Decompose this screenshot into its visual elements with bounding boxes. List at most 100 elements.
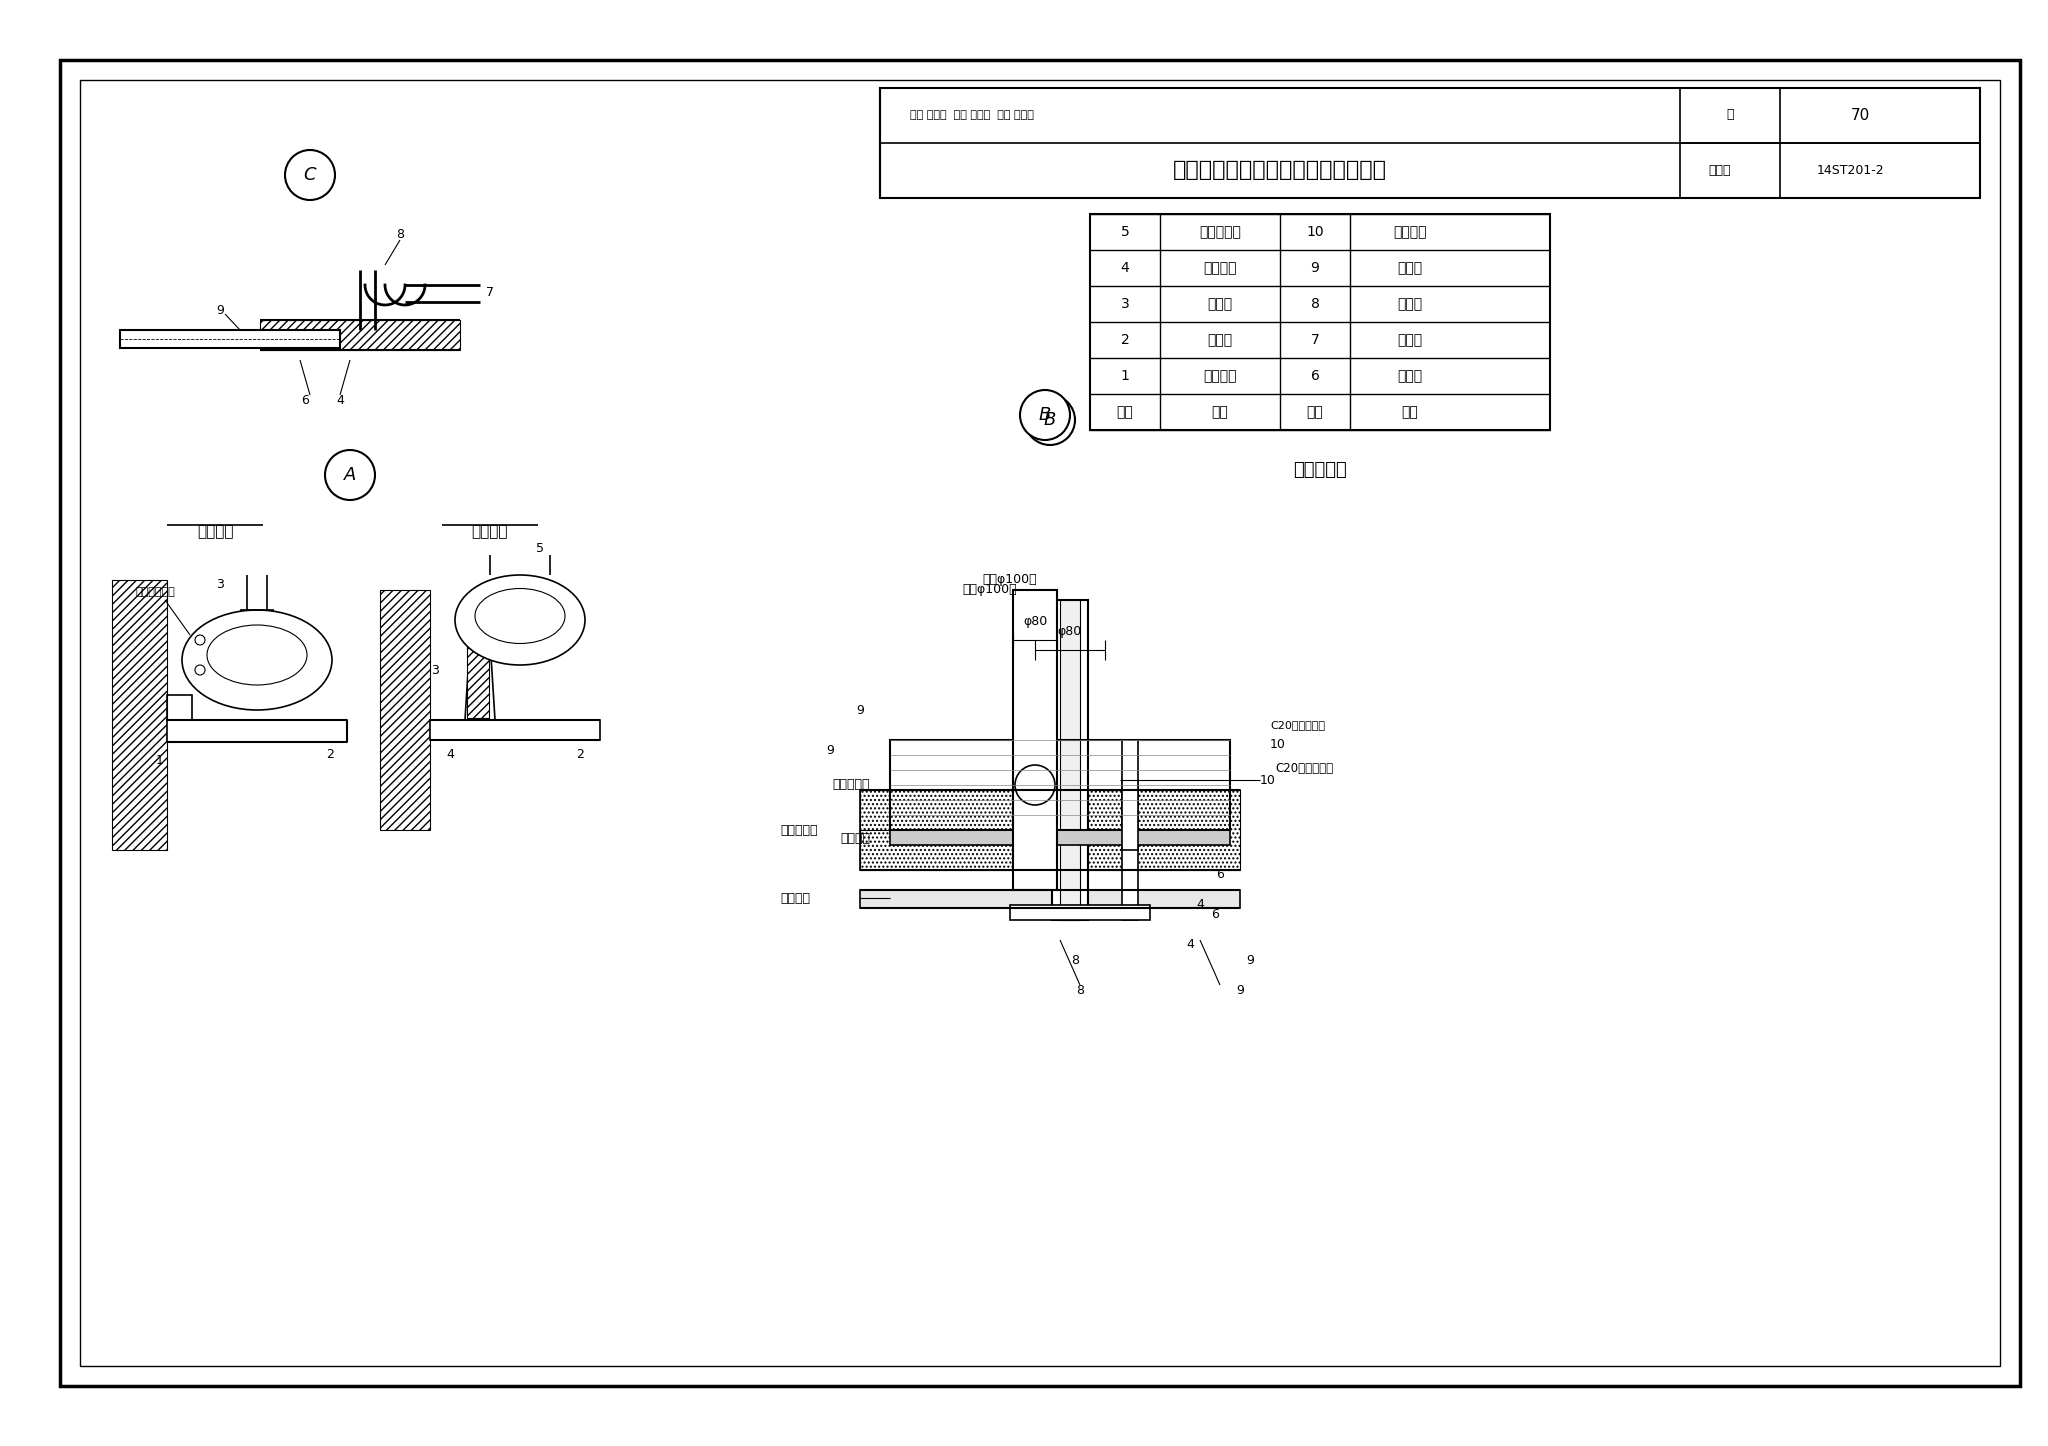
Text: 70: 70 xyxy=(1851,107,1870,123)
Text: 审核 郭俊丽  校对 杨树儒  设计 刘晓川: 审核 郭俊丽 校对 杨树儒 设计 刘晓川 xyxy=(909,110,1034,120)
Text: 安装支架: 安装支架 xyxy=(1204,369,1237,383)
Bar xyxy=(121,330,340,348)
Text: 4: 4 xyxy=(336,393,344,406)
Bar xyxy=(860,790,1239,870)
Text: 4: 4 xyxy=(1196,898,1204,911)
Bar xyxy=(430,720,600,740)
Text: 3: 3 xyxy=(215,578,223,591)
Text: 7: 7 xyxy=(485,285,494,298)
Text: φ80: φ80 xyxy=(1022,616,1047,629)
Text: 6: 6 xyxy=(1311,369,1319,383)
Bar xyxy=(80,80,2001,1366)
Text: B: B xyxy=(1038,406,1051,424)
Text: φ80: φ80 xyxy=(1059,626,1081,639)
Circle shape xyxy=(1024,395,1075,445)
Text: 4: 4 xyxy=(446,749,455,762)
Circle shape xyxy=(1020,390,1069,440)
Ellipse shape xyxy=(182,610,332,710)
Text: 排水管: 排水管 xyxy=(1397,260,1423,275)
Text: 6: 6 xyxy=(1210,908,1219,921)
Circle shape xyxy=(326,450,375,500)
Text: 混凝土楼板: 混凝土楼板 xyxy=(780,824,817,836)
Text: 预留φ100洞: 预留φ100洞 xyxy=(963,584,1018,597)
Text: 支架安装: 支架安装 xyxy=(197,525,233,539)
Bar xyxy=(860,790,1239,870)
Bar xyxy=(168,720,346,742)
Text: 名称: 名称 xyxy=(1212,405,1229,419)
Circle shape xyxy=(195,635,205,645)
Text: A: A xyxy=(344,466,356,484)
Text: C20细石混凝土: C20细石混凝土 xyxy=(1276,762,1333,775)
Bar xyxy=(1014,590,1057,889)
Bar xyxy=(860,889,1239,908)
Bar xyxy=(1053,600,1087,920)
Text: 4: 4 xyxy=(1186,938,1194,951)
Text: 吊挂安装: 吊挂安装 xyxy=(471,525,508,539)
Text: 6: 6 xyxy=(1217,869,1225,882)
Circle shape xyxy=(1016,765,1055,805)
Text: 图集号: 图集号 xyxy=(1708,163,1731,176)
Text: 9: 9 xyxy=(215,304,223,317)
Text: 9: 9 xyxy=(1311,260,1319,275)
Text: 名称: 名称 xyxy=(1401,405,1419,419)
Text: 2: 2 xyxy=(575,749,584,762)
Text: 台面板: 台面板 xyxy=(1208,333,1233,347)
Bar xyxy=(891,830,1231,844)
Text: 9: 9 xyxy=(1237,983,1243,996)
Text: 防霉硅胶: 防霉硅胶 xyxy=(1204,260,1237,275)
Text: 7: 7 xyxy=(1311,333,1319,347)
Text: 1: 1 xyxy=(1120,369,1128,383)
Text: C: C xyxy=(303,166,315,184)
Text: 装饰盖: 装饰盖 xyxy=(1397,296,1423,311)
Text: 3: 3 xyxy=(1120,296,1128,311)
Text: 完成地面: 完成地面 xyxy=(780,892,811,905)
Text: 14ST201-2: 14ST201-2 xyxy=(1817,163,1884,176)
Text: 止水翼环: 止水翼环 xyxy=(1393,226,1427,239)
Text: 3: 3 xyxy=(430,664,438,677)
Ellipse shape xyxy=(207,625,307,685)
Text: 名称对照表: 名称对照表 xyxy=(1292,461,1348,479)
Text: 台下盆: 台下盆 xyxy=(1208,296,1233,311)
Text: B: B xyxy=(1044,411,1057,429)
Bar xyxy=(381,590,430,830)
Text: 支持五金件: 支持五金件 xyxy=(1198,226,1241,239)
Text: 10: 10 xyxy=(1307,226,1323,239)
Text: 8: 8 xyxy=(395,228,403,241)
Polygon shape xyxy=(465,641,496,720)
Text: 9: 9 xyxy=(825,743,834,756)
Text: 编号: 编号 xyxy=(1116,405,1133,419)
Text: 4: 4 xyxy=(1120,260,1128,275)
Text: 页: 页 xyxy=(1726,108,1735,121)
Bar xyxy=(881,88,1980,198)
Text: 8: 8 xyxy=(1311,296,1319,311)
Text: 生料带: 生料带 xyxy=(1397,369,1423,383)
Bar xyxy=(1122,779,1139,920)
Circle shape xyxy=(195,665,205,675)
Text: 8: 8 xyxy=(1071,953,1079,966)
Text: 1: 1 xyxy=(156,753,164,766)
Text: 螺旋调节螺栓: 螺旋调节螺栓 xyxy=(135,587,174,597)
Ellipse shape xyxy=(455,576,586,665)
Bar xyxy=(467,642,489,719)
Bar xyxy=(168,696,193,720)
Text: 完成地面: 完成地面 xyxy=(840,831,870,844)
Text: 编号: 编号 xyxy=(1307,405,1323,419)
Text: 9: 9 xyxy=(856,704,864,717)
Bar xyxy=(260,320,461,350)
Text: 8: 8 xyxy=(1075,983,1083,996)
Bar xyxy=(1122,740,1139,850)
Text: 6: 6 xyxy=(301,393,309,406)
Text: C20细石混凝土: C20细石混凝土 xyxy=(1270,720,1325,730)
Text: 2: 2 xyxy=(326,749,334,762)
Text: 9: 9 xyxy=(1245,953,1253,966)
Bar xyxy=(1010,905,1151,920)
Text: 5: 5 xyxy=(1120,226,1128,239)
Bar xyxy=(1090,214,1550,429)
Circle shape xyxy=(285,150,336,200)
Text: 混凝土楼板: 混凝土楼板 xyxy=(831,778,870,791)
Bar xyxy=(891,740,1231,830)
Text: 存水弯: 存水弯 xyxy=(1397,333,1423,347)
Text: 预留φ100洞: 预留φ100洞 xyxy=(983,574,1038,587)
Text: 2: 2 xyxy=(1120,333,1128,347)
Ellipse shape xyxy=(475,589,565,643)
